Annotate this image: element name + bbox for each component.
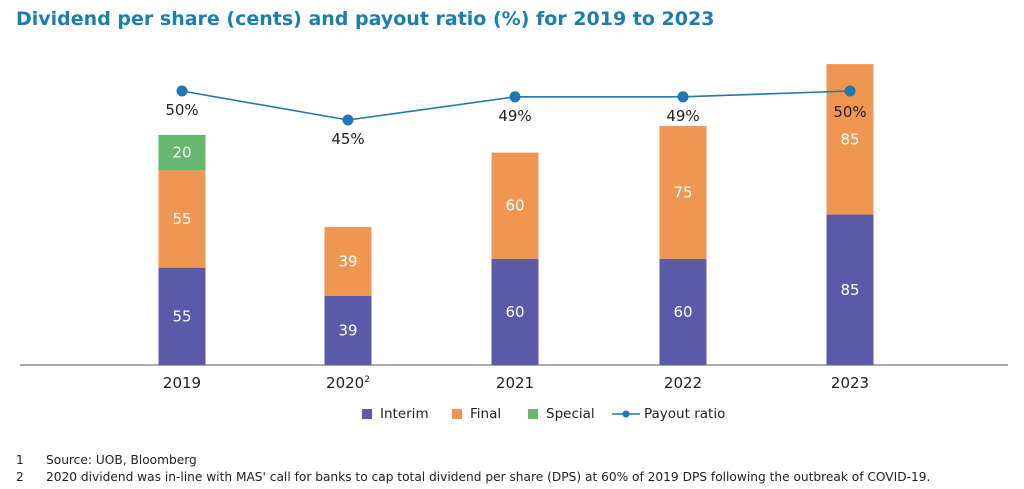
- bar-interim-2020: [324, 295, 372, 365]
- data-label-interim-2021: 60: [505, 303, 524, 321]
- footnote-number: 1: [16, 453, 24, 467]
- footnote-text: Source: UOB, Bloomberg: [46, 453, 197, 467]
- legend-label-special: Special: [546, 406, 595, 422]
- data-label-interim-2023: 85: [840, 281, 859, 299]
- footnote-number: 2: [16, 470, 24, 484]
- payout-point-2023: [844, 85, 856, 97]
- bar-interim-2022: [659, 258, 707, 365]
- x-tick-label-2023: 2023: [831, 374, 869, 392]
- data-label-final-2020: 39: [338, 252, 357, 270]
- legend-marker-payout-ratio: [622, 410, 630, 418]
- bar-interim-2021: [491, 258, 539, 365]
- bar-interim-2019: [158, 267, 206, 365]
- bar-final-2022: [659, 126, 707, 259]
- chart-title: Dividend per share (cents) and payout ra…: [16, 8, 715, 30]
- data-label-interim-2019: 55: [172, 307, 191, 325]
- data-label-final-2021: 60: [505, 197, 524, 215]
- legend-label-interim: Interim: [380, 406, 429, 422]
- payout-point-2019: [176, 85, 188, 97]
- bar-final-2020: [324, 226, 372, 296]
- x-tick-label-2020: 20202: [326, 374, 370, 392]
- payout-point-2021: [509, 91, 521, 103]
- legend-swatch-interim: [362, 409, 372, 419]
- dividend-chart: 55 55 20 2019 39 39 20202 60 60 2021 60 75 2022 85 85 2…: [20, 64, 1008, 422]
- footnote-2: 2 2020 dividend was in-line with MAS' ca…: [16, 469, 930, 486]
- data-label-final-2023: 85: [840, 130, 859, 148]
- payout-point-2020: [342, 114, 354, 126]
- data-label-final-2019: 55: [172, 210, 191, 228]
- x-tick-label-2019: 2019: [163, 374, 201, 392]
- data-label-final-2022: 75: [673, 183, 692, 201]
- payout-label-2023: 50%: [833, 103, 866, 121]
- bar-interim-2023: [826, 214, 874, 365]
- bar-final-2021: [491, 152, 539, 259]
- legend-swatch-special: [528, 409, 538, 419]
- payout-point-2022: [677, 91, 689, 103]
- payout-label-2019: 50%: [165, 101, 198, 119]
- payout-label-2022: 49%: [666, 107, 699, 125]
- footnotes: 1 Source: UOB, Bloomberg 2 2020 dividend…: [16, 452, 930, 486]
- footnote-text: 2020 dividend was in-line with MAS' call…: [46, 470, 931, 484]
- x-tick-label-2021: 2021: [496, 374, 534, 392]
- bar-special-2019: [158, 134, 206, 171]
- legend-label-final: Final: [470, 406, 501, 422]
- payout-label-2020: 45%: [331, 130, 364, 148]
- data-label-special-2019: 20: [172, 144, 191, 162]
- x-tick-label-2022: 2022: [664, 374, 702, 392]
- data-label-interim-2022: 60: [673, 303, 692, 321]
- payout-label-2021: 49%: [498, 107, 531, 125]
- legend-swatch-final: [452, 409, 462, 419]
- bar-final-2019: [158, 170, 206, 268]
- data-label-interim-2020: 39: [338, 321, 357, 339]
- footnote-1: 1 Source: UOB, Bloomberg: [16, 452, 930, 469]
- legend-label-payout-ratio: Payout ratio: [644, 406, 725, 422]
